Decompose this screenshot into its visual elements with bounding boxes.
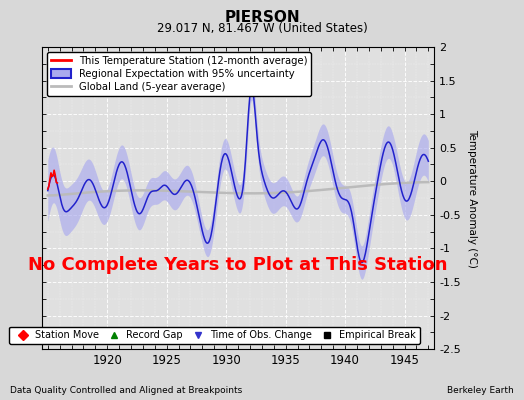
Text: Data Quality Controlled and Aligned at Breakpoints: Data Quality Controlled and Aligned at B…	[10, 386, 243, 395]
Y-axis label: Temperature Anomaly (°C): Temperature Anomaly (°C)	[467, 129, 477, 268]
Text: No Complete Years to Plot at This Station: No Complete Years to Plot at This Statio…	[28, 256, 448, 274]
Text: Berkeley Earth: Berkeley Earth	[447, 386, 514, 395]
Text: PIERSON: PIERSON	[224, 10, 300, 25]
Text: 29.017 N, 81.467 W (United States): 29.017 N, 81.467 W (United States)	[157, 22, 367, 35]
Legend: Station Move, Record Gap, Time of Obs. Change, Empirical Break: Station Move, Record Gap, Time of Obs. C…	[9, 326, 420, 344]
